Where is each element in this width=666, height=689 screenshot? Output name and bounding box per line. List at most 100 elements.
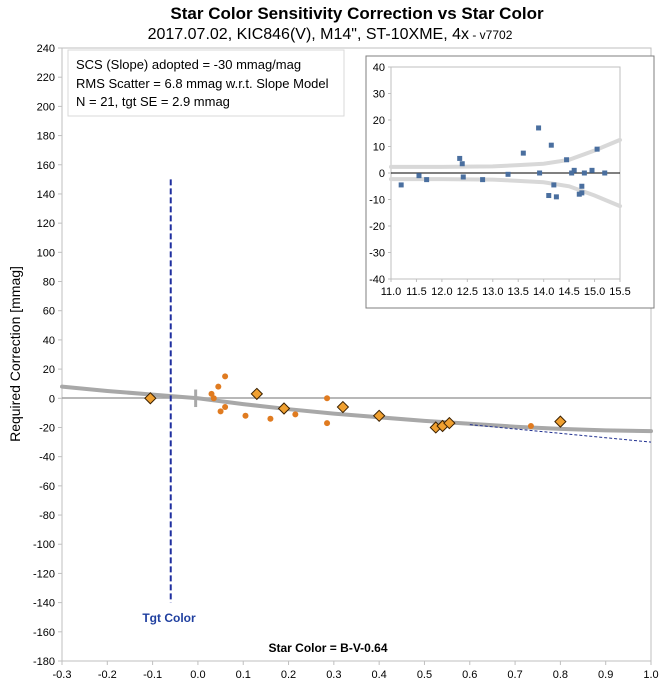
inset-x-tick-label: 15.5: [609, 286, 630, 298]
inset-plot: 40 30 20 10 0 -10 -20 -30 -40 11.0 11.5 12.0 12.5 13…: [365, 55, 655, 309]
x-tick-label: 0.1: [236, 669, 251, 681]
data-point-dot: [217, 408, 224, 415]
inset-data-point: [553, 194, 559, 200]
y-tick-label: -120: [33, 568, 55, 580]
y-tick-label: -100: [33, 539, 55, 551]
x-tick-label: -0.1: [143, 669, 162, 681]
slope-line: [469, 424, 652, 443]
data-point-diamond: [250, 387, 264, 401]
y-tick-label: 60: [43, 306, 55, 318]
inset-data-point: [460, 174, 466, 180]
x-tick-label: -0.2: [98, 669, 117, 681]
inset-y-tick-label: -30: [369, 248, 385, 260]
y-tick-label: 40: [43, 335, 55, 347]
inset-data-point: [416, 173, 422, 179]
inset-data-point: [576, 191, 582, 197]
inset-data-point: [581, 170, 587, 176]
inset-y-ticks: 40 30 20 10 0 -10 -20 -30 -40: [369, 62, 391, 286]
annotation-scs: SCS (Slope) adopted = -30 mmag/mag: [76, 57, 301, 72]
y-tick-label: 220: [37, 72, 55, 84]
annotation-frame: [67, 49, 345, 117]
x-tick-label: 1.0: [643, 669, 658, 681]
x-tick-label: 0.7: [507, 669, 522, 681]
data-point-dot: [222, 373, 229, 380]
y-tick-label: 80: [43, 277, 55, 289]
inset-x-tick-label: 12.5: [457, 286, 478, 298]
y-tick-label: 20: [43, 364, 55, 376]
data-point-diamond: [336, 400, 350, 414]
y-tick-label: 140: [37, 189, 55, 201]
inset-y-tick-label: -20: [369, 221, 385, 233]
y-tick-label: 160: [37, 160, 55, 172]
inset-x-tick-label: 11.0: [381, 286, 402, 298]
inset-data-point: [537, 170, 543, 176]
y-tick-label: -80: [39, 510, 55, 522]
y-tick-label: -180: [33, 656, 55, 668]
inset-data-point: [505, 171, 511, 177]
chart-subtitle: 2017.07.02, KIC846(V), M14", ST-10XME, 4…: [148, 26, 469, 43]
annotation-rms: RMS Scatter = 6.8 mmag w.r.t. Slope Mode…: [76, 76, 329, 91]
data-point-dot: [215, 383, 222, 390]
inset-x-tick-label: 13.0: [482, 286, 503, 298]
inset-data-point: [551, 182, 557, 188]
inset-data-point: [548, 142, 554, 148]
inset-data-point: [589, 167, 595, 173]
inset-data-point: [520, 150, 526, 156]
inset-x-tick-label: 14.5: [558, 286, 579, 298]
data-point-diamond: [443, 416, 456, 430]
data-point-diamond: [277, 402, 291, 415]
x-tick-label: 0.9: [598, 669, 613, 681]
data-point-dot: [292, 411, 299, 418]
fit-curve: [60, 384, 653, 434]
data-point-dot: [242, 412, 249, 419]
y-tick-label: 100: [37, 247, 55, 259]
y-tick-label: 240: [37, 43, 55, 55]
main-x-ticks: -0.3 -0.2 -0.1 0.0 0.1 0.2 0.3 0.4 0.5 0.6 0.7 0.8 0…: [53, 661, 659, 681]
annotation-box: SCS (Slope) adopted = -30 mmag/mag RMS S…: [67, 49, 345, 117]
x-tick-label: 0.0: [190, 669, 205, 681]
y-axis-title: Required Correction [mmag]: [7, 266, 23, 442]
inset-data-point: [569, 170, 575, 176]
x-tick-label: 0.8: [553, 669, 568, 681]
inset-y-tick-label: 20: [373, 115, 385, 127]
data-point-dot: [527, 423, 534, 430]
main-points: [144, 373, 567, 434]
y-tick-label: 120: [37, 218, 55, 230]
inset-data-point: [564, 157, 570, 163]
data-point-dot: [210, 395, 217, 402]
inset-y-tick-label: -40: [369, 274, 385, 286]
inset-y-tick-label: 30: [373, 89, 385, 101]
inset-x-tick-label: 15.0: [584, 286, 605, 298]
data-point-dot: [324, 420, 331, 427]
chart-subtitle-line: 2017.07.02, KIC846(V), M14", ST-10XME, 4…: [148, 26, 513, 43]
y-tick-label: -20: [39, 422, 55, 434]
inset-y-tick-label: 10: [373, 142, 385, 154]
inset-x-tick-label: 14.0: [533, 286, 554, 298]
inset-data-point: [579, 190, 585, 196]
x-tick-label: -0.3: [53, 669, 72, 681]
x-tick-label: 0.3: [326, 669, 341, 681]
inset-data-point: [579, 183, 585, 189]
y-tick-label: -40: [39, 452, 55, 464]
inset-band-upper: [389, 137, 622, 169]
y-tick-label: 200: [37, 101, 55, 113]
x-tick-label: 0.6: [462, 669, 477, 681]
inset-x-tick-label: 11.5: [406, 286, 427, 298]
chart-title: Star Color Sensitivity Correction vs Sta…: [170, 4, 544, 23]
inset-y-tick-label: 0: [379, 168, 385, 180]
data-point-dot: [267, 415, 274, 422]
tgt-color-label: Tgt Color: [142, 611, 196, 625]
main-y-ticks: 240220200180160140120100806040200-20-40-…: [33, 43, 62, 668]
y-tick-label: -60: [39, 481, 55, 493]
inset-x-tick-label: 12.0: [431, 286, 452, 298]
inset-y-tick-label: -10: [369, 195, 385, 207]
chart-version: - v7702: [469, 28, 513, 42]
inset-points: [398, 125, 608, 200]
data-point-diamond: [144, 392, 157, 405]
x-tick-label: 0.4: [372, 669, 387, 681]
inset-data-point: [536, 125, 542, 131]
y-tick-label: -140: [33, 598, 55, 610]
y-tick-label: -160: [33, 627, 55, 639]
data-point-dot: [222, 404, 229, 411]
inset-data-point: [594, 146, 600, 152]
